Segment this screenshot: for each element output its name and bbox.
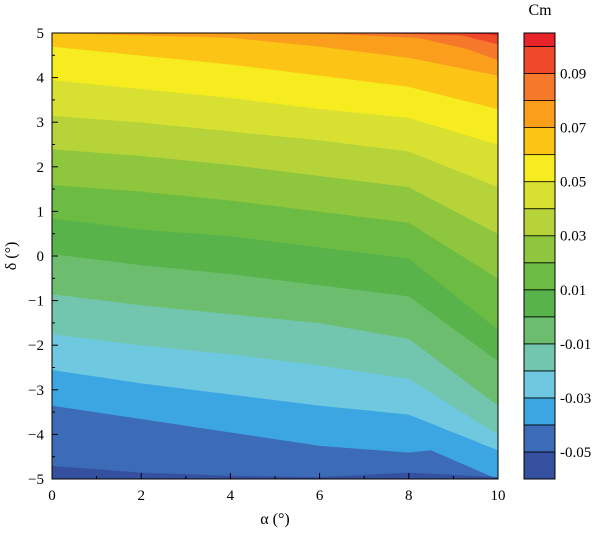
colorbar-swatch: [523, 262, 556, 291]
colorbar-title: Cm: [528, 2, 552, 19]
x-axis-title: α (°): [260, 511, 289, 528]
y-tick-label: 1: [37, 204, 45, 220]
colorbar-frame: [523, 32, 556, 480]
colorbar-swatch: [523, 32, 556, 47]
colorbar-tick-label: 0.03: [560, 229, 586, 245]
y-tick-label: −1: [28, 294, 44, 310]
contour-bands: [52, 33, 498, 479]
contour-band: [458, 33, 498, 36]
colorbar-swatch: [523, 208, 556, 237]
y-tick-label: 3: [37, 115, 45, 131]
colorbar-tick-label: 0.07: [560, 121, 587, 137]
y-tick-label: 5: [37, 26, 45, 42]
contour-band: [313, 33, 498, 61]
y-tick-label: −2: [28, 338, 44, 354]
colorbar-swatch: [523, 397, 556, 426]
colorbar-tick-label: -0.05: [560, 445, 591, 461]
colorbar: -0.05 -0.03 -0.01 0.01 0.03 0.05 0.07 0.09: [523, 32, 591, 480]
colorbar-swatch: [523, 181, 556, 210]
colorbar-swatch: [523, 154, 556, 183]
x-tick-label: 0: [48, 488, 56, 504]
y-axis-title: δ (°): [3, 242, 20, 271]
x-tick-label: 8: [405, 488, 413, 504]
x-tick-label: 4: [227, 488, 235, 504]
x-axis: 0 2 4 6 8 10: [48, 473, 506, 504]
y-tick-label: −3: [28, 383, 44, 399]
plot-area: [51, 32, 499, 480]
y-tick-label: 4: [37, 71, 45, 87]
colorbar-swatch: [523, 235, 556, 264]
contour-band: [68, 33, 498, 76]
colorbar-swatch: [523, 316, 556, 345]
contour-band: [380, 33, 498, 45]
colorbar-tick-label: 0.01: [560, 283, 586, 299]
colorbar-swatch: [523, 73, 556, 101]
colorbar-swatch: [523, 289, 556, 318]
x-tick-label: 6: [316, 488, 324, 504]
colorbar-tick-label: -0.01: [560, 337, 591, 353]
x-tick-label: 2: [137, 488, 145, 504]
y-tick-label: −5: [28, 472, 44, 488]
x-tick-label: 10: [491, 488, 506, 504]
colorbar-tick-label: -0.03: [560, 391, 591, 407]
colorbar-swatch: [523, 127, 556, 156]
colorbar-swatch: [523, 46, 556, 74]
colorbar-tick-label: 0.09: [560, 67, 586, 83]
colorbar-swatch: [523, 100, 556, 129]
colorbar-tick-label: 0.05: [560, 175, 586, 191]
y-tick-label: −4: [28, 427, 44, 443]
colorbar-swatch: [523, 424, 556, 453]
y-tick-label: 2: [37, 160, 45, 176]
colorbar-swatch: [523, 343, 556, 372]
colorbar-swatch: [523, 451, 556, 480]
y-tick-label: 0: [37, 249, 45, 265]
y-axis: −5 −4 −3 −2 −1 0 1 2 3 4 5: [28, 26, 58, 488]
colorbar-swatch: [523, 370, 556, 399]
